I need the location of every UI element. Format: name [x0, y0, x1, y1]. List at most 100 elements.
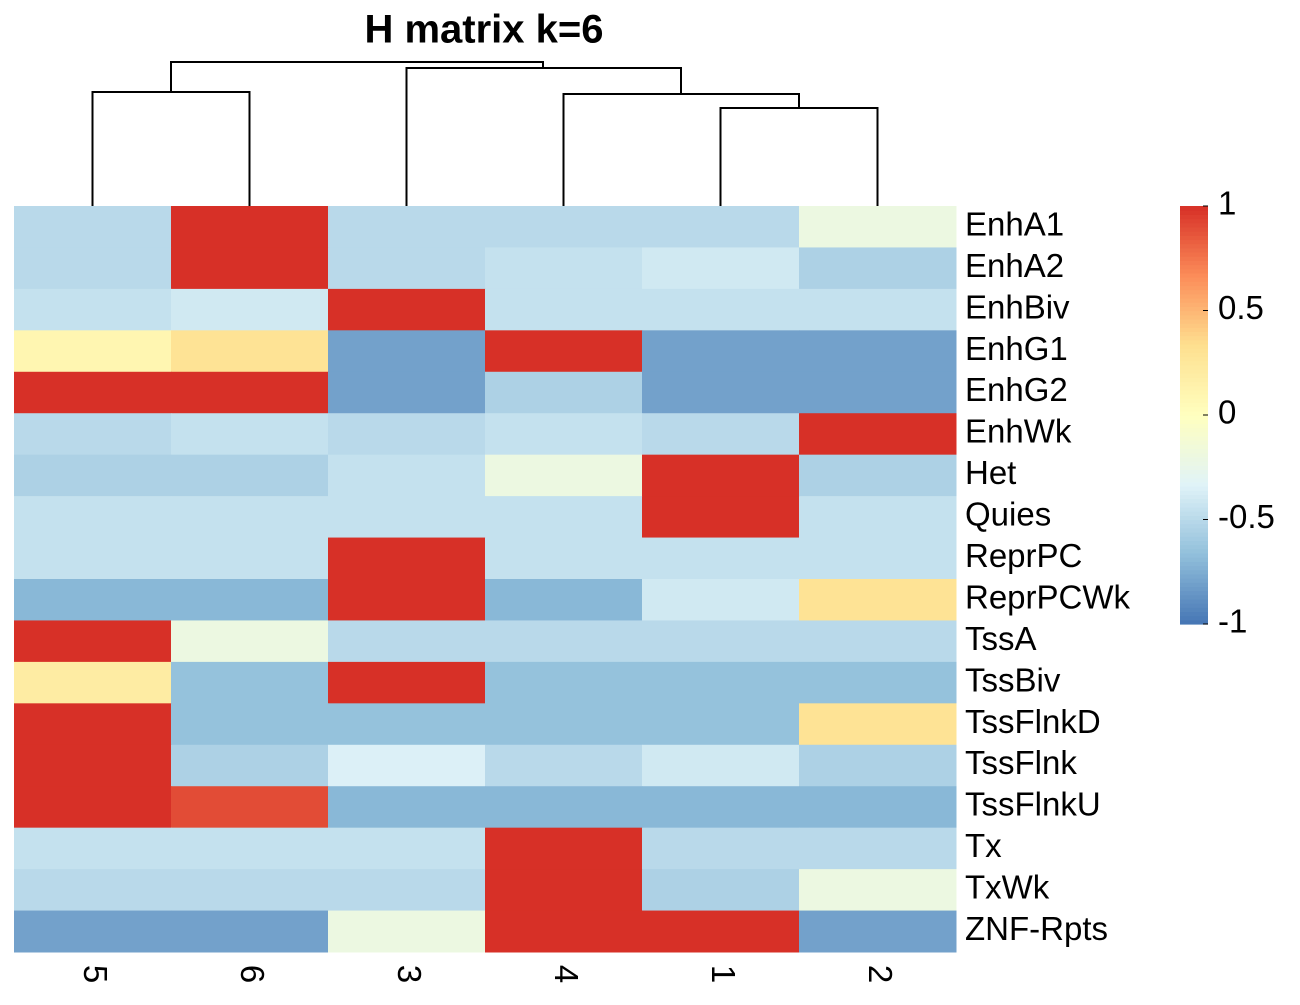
row-label: TssFlnkD — [965, 703, 1101, 740]
color-key-step — [1180, 586, 1208, 592]
heatmap-cell — [14, 288, 172, 331]
color-key-step — [1180, 598, 1208, 604]
column-label: 4 — [548, 965, 585, 983]
heatmap-cell — [799, 620, 957, 663]
row-label: TssFlnk — [965, 744, 1077, 781]
heatmap-cell — [642, 247, 800, 290]
color-key-step — [1180, 285, 1208, 291]
heatmap-cell — [328, 330, 486, 373]
heatmap-cell — [799, 371, 957, 414]
heatmap-cell — [642, 206, 800, 248]
color-key-step — [1180, 260, 1208, 266]
color-key-step — [1180, 327, 1208, 332]
heatmap-cell — [485, 661, 643, 704]
heatmap-cell — [642, 661, 800, 704]
color-key-label: 0.5 — [1218, 289, 1264, 326]
row-label: Tx — [965, 827, 1002, 864]
heatmap-cell — [799, 247, 957, 290]
row-label: EnhG1 — [965, 330, 1068, 367]
heatmap-cell — [171, 620, 329, 663]
heatmap-cell — [14, 247, 172, 290]
color-key-step — [1180, 607, 1208, 613]
column-label: 3 — [391, 965, 428, 983]
color-key-step — [1180, 515, 1208, 521]
color-key-step — [1180, 569, 1208, 575]
heatmap-cell — [799, 661, 957, 704]
color-key-step — [1180, 210, 1208, 215]
heatmap-cell — [485, 910, 643, 953]
heatmap-cell — [14, 786, 172, 829]
color-key-step — [1180, 548, 1208, 554]
heatmap-cell — [171, 661, 329, 704]
row-label: ReprPC — [965, 537, 1082, 574]
row-label: EnhG2 — [965, 371, 1068, 408]
heatmap-cell — [799, 910, 957, 953]
heatmap-cell — [642, 869, 800, 912]
color-key-step — [1180, 406, 1208, 412]
color-key-step — [1180, 456, 1208, 462]
color-key-step — [1180, 460, 1208, 466]
color-key-step — [1180, 431, 1208, 437]
row-label: Het — [965, 454, 1016, 491]
color-key-step — [1180, 360, 1208, 366]
color-key-step — [1180, 226, 1208, 232]
heatmap-cell — [799, 744, 957, 787]
color-key-step — [1180, 427, 1208, 433]
color-key-step — [1180, 389, 1208, 395]
color-key-step — [1180, 323, 1208, 328]
color-key-step — [1180, 272, 1208, 278]
color-key-step — [1180, 398, 1208, 404]
heatmap-cell — [171, 496, 329, 539]
heatmap-cell — [328, 703, 486, 746]
heatmap-cell — [14, 579, 172, 621]
heatmap-cell — [328, 454, 486, 497]
color-key-step — [1180, 481, 1208, 487]
heatmap-cell — [642, 371, 800, 414]
heatmap-cell — [642, 288, 800, 331]
color-key-step — [1180, 243, 1208, 249]
row-label: ReprPCWk — [965, 578, 1131, 615]
heatmap-cell — [171, 786, 329, 829]
color-key-label: 0 — [1218, 394, 1236, 431]
heatmap-cell — [171, 413, 329, 456]
heatmap-cell — [328, 413, 486, 456]
heatmap-cell — [171, 454, 329, 497]
color-key-step — [1180, 590, 1208, 596]
heatmap-cell — [485, 869, 643, 912]
heatmap-cell — [642, 827, 800, 870]
heatmap-cell — [642, 579, 800, 621]
heatmap-cell — [171, 579, 329, 621]
column-label: 1 — [705, 965, 742, 983]
heatmap-cell — [14, 496, 172, 539]
heatmap-cell — [799, 579, 957, 621]
color-key-step — [1180, 239, 1208, 245]
color-key-step — [1180, 511, 1208, 516]
heatmap-cell — [14, 206, 172, 248]
color-key-step — [1180, 235, 1208, 241]
color-key-step — [1180, 494, 1208, 500]
heatmap-cell — [485, 744, 643, 787]
color-key-step — [1180, 369, 1208, 374]
heatmap-cell — [171, 869, 329, 912]
heatmap-cell — [328, 827, 486, 870]
color-key-step — [1180, 293, 1208, 299]
dendrogram-branch — [405, 67, 682, 206]
heatmap-cell — [485, 827, 643, 870]
color-key-step — [1180, 385, 1208, 391]
color-key-step — [1180, 364, 1208, 370]
heatmap-cell — [799, 330, 957, 373]
heatmap-cell — [642, 744, 800, 787]
column-label: 6 — [234, 965, 271, 983]
heatmap-cell — [799, 206, 957, 248]
color-key-label: 1 — [1218, 185, 1236, 222]
heatmap-cell — [485, 247, 643, 290]
heatmap-cell — [799, 786, 957, 829]
heatmap-cell — [171, 537, 329, 580]
color-key-step — [1180, 218, 1208, 224]
color-key-step — [1180, 297, 1208, 303]
heatmap-cell — [328, 288, 486, 331]
heatmap-cell — [799, 827, 957, 870]
heatmap-cell — [799, 703, 957, 746]
color-key-step — [1180, 465, 1208, 470]
color-key-step — [1180, 373, 1208, 378]
